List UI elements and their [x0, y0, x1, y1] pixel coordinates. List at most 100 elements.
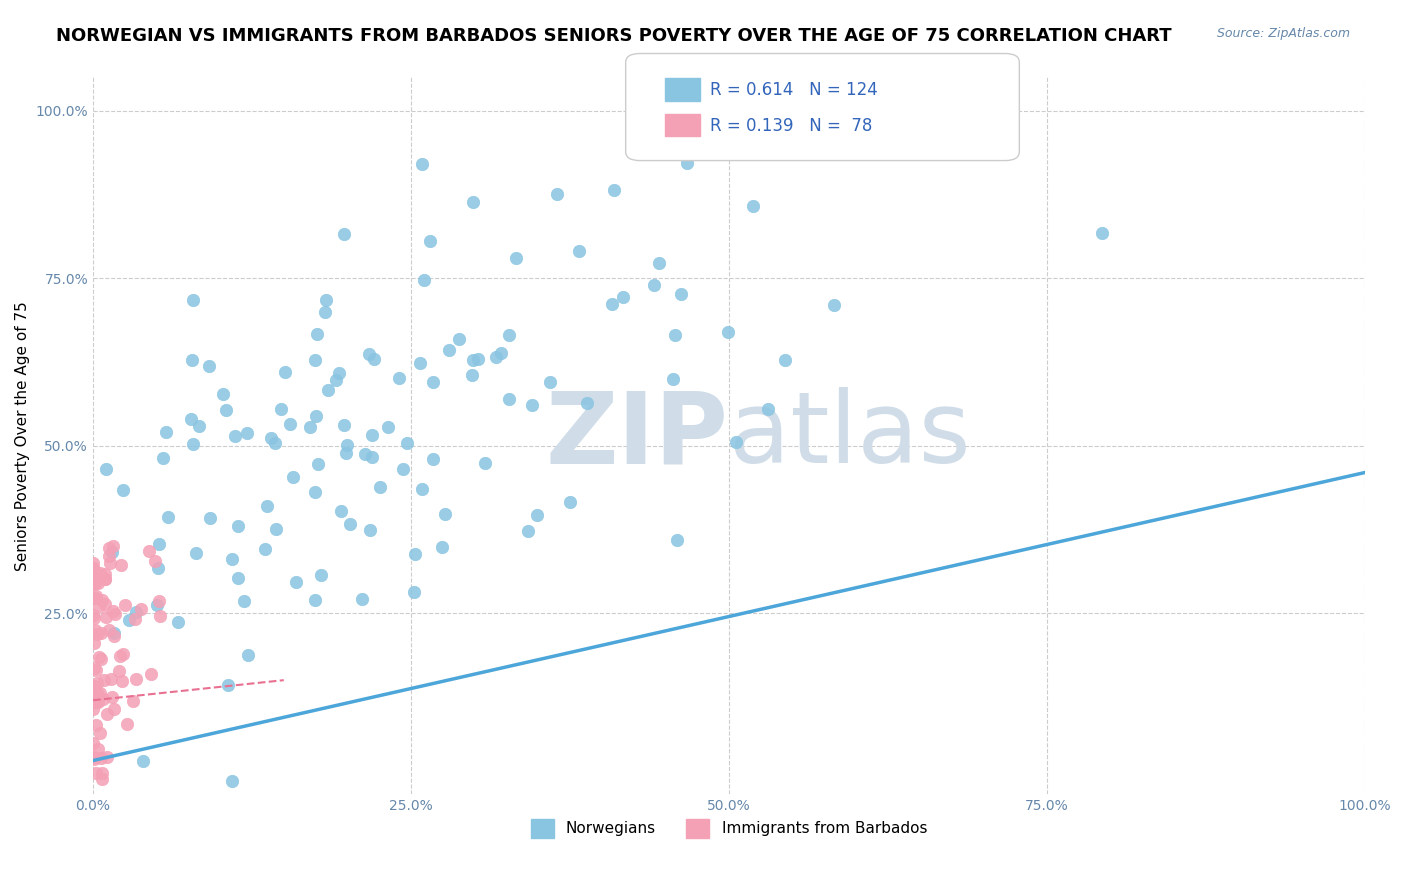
Point	[339, 517, 361, 532]
Point	[86, 685, 108, 699]
Point	[226, 572, 249, 586]
Point	[94, 609, 117, 624]
Point	[143, 554, 166, 568]
Point	[198, 511, 221, 525]
Point	[87, 576, 110, 591]
Point	[305, 327, 328, 342]
Point	[318, 384, 340, 398]
Point	[181, 352, 204, 367]
Point	[520, 398, 543, 412]
Point	[304, 409, 326, 423]
Point	[84, 718, 107, 732]
Point	[98, 541, 121, 555]
Point	[717, 325, 740, 339]
Point	[304, 352, 326, 367]
Point	[404, 585, 426, 599]
Point	[368, 480, 391, 494]
Point	[114, 598, 136, 612]
Point	[103, 626, 125, 640]
Point	[110, 558, 132, 573]
Point	[315, 293, 337, 307]
Point	[409, 356, 432, 370]
Point	[568, 244, 591, 258]
Point	[108, 648, 131, 663]
Point	[100, 672, 122, 686]
Point	[285, 574, 308, 589]
Point	[314, 305, 336, 319]
Point	[489, 346, 512, 360]
Point	[328, 366, 350, 380]
Point	[93, 572, 115, 586]
Point	[180, 412, 202, 426]
Point	[422, 375, 444, 389]
Point	[274, 366, 297, 380]
Point	[546, 186, 568, 201]
Text: NORWEGIAN VS IMMIGRANTS FROM BARBADOS SENIORS POVERTY OVER THE AGE OF 75 CORRELA: NORWEGIAN VS IMMIGRANTS FROM BARBADOS SE…	[56, 27, 1171, 45]
Point	[84, 573, 107, 587]
Point	[83, 661, 105, 675]
Point	[83, 685, 105, 699]
Point	[437, 343, 460, 357]
Point	[89, 652, 111, 666]
Point	[560, 494, 582, 508]
Point	[183, 437, 205, 451]
Point	[108, 664, 131, 678]
Point	[264, 435, 287, 450]
Point	[823, 298, 845, 312]
Point	[84, 664, 107, 678]
Point	[90, 772, 112, 787]
Point	[221, 552, 243, 566]
Point	[307, 457, 329, 471]
Point	[87, 650, 110, 665]
Point	[742, 199, 765, 213]
Point	[167, 615, 190, 629]
Point	[98, 623, 121, 637]
Point	[404, 547, 426, 561]
Point	[335, 446, 357, 460]
Point	[233, 594, 256, 608]
Point	[101, 690, 124, 705]
Point	[89, 566, 111, 581]
Point	[90, 593, 112, 607]
Point	[526, 508, 548, 522]
Point	[648, 256, 671, 270]
Point	[93, 673, 115, 687]
Point	[575, 396, 598, 410]
Point	[612, 290, 634, 304]
Point	[86, 627, 108, 641]
Text: ZIP: ZIP	[546, 387, 728, 484]
Point	[96, 749, 118, 764]
Point	[155, 425, 177, 439]
Point	[83, 679, 105, 693]
Point	[463, 195, 485, 210]
Point	[260, 431, 283, 445]
Point	[278, 417, 301, 431]
Point	[117, 717, 139, 731]
Point	[773, 352, 796, 367]
Point	[395, 435, 418, 450]
Point	[111, 674, 134, 689]
Point	[299, 419, 322, 434]
Point	[83, 750, 105, 764]
Point	[94, 572, 117, 586]
Point	[226, 519, 249, 533]
Point	[538, 375, 561, 389]
Point	[82, 702, 104, 716]
Point	[281, 470, 304, 484]
Point	[86, 695, 108, 709]
Point	[101, 540, 124, 554]
Point	[215, 402, 238, 417]
Point	[419, 235, 441, 249]
Point	[309, 568, 332, 582]
Point	[360, 450, 382, 464]
Point	[756, 402, 779, 417]
Point	[124, 612, 146, 626]
Point	[725, 434, 748, 449]
Point	[256, 499, 278, 513]
Point	[474, 456, 496, 470]
Point	[148, 594, 170, 608]
Point	[118, 614, 141, 628]
Point	[94, 462, 117, 476]
Text: R = 0.614   N = 124: R = 0.614 N = 124	[710, 81, 877, 99]
Point	[83, 591, 105, 605]
